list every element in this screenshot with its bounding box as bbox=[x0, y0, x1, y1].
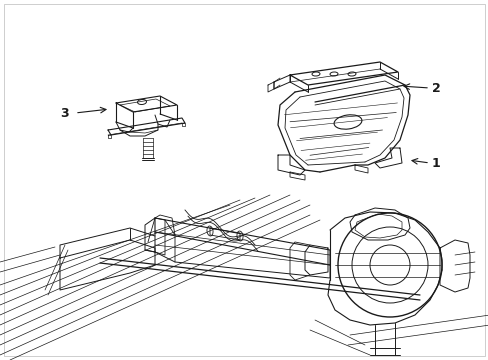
Text: 1: 1 bbox=[431, 157, 440, 170]
Text: 2: 2 bbox=[431, 81, 440, 95]
Text: 3: 3 bbox=[60, 107, 68, 120]
